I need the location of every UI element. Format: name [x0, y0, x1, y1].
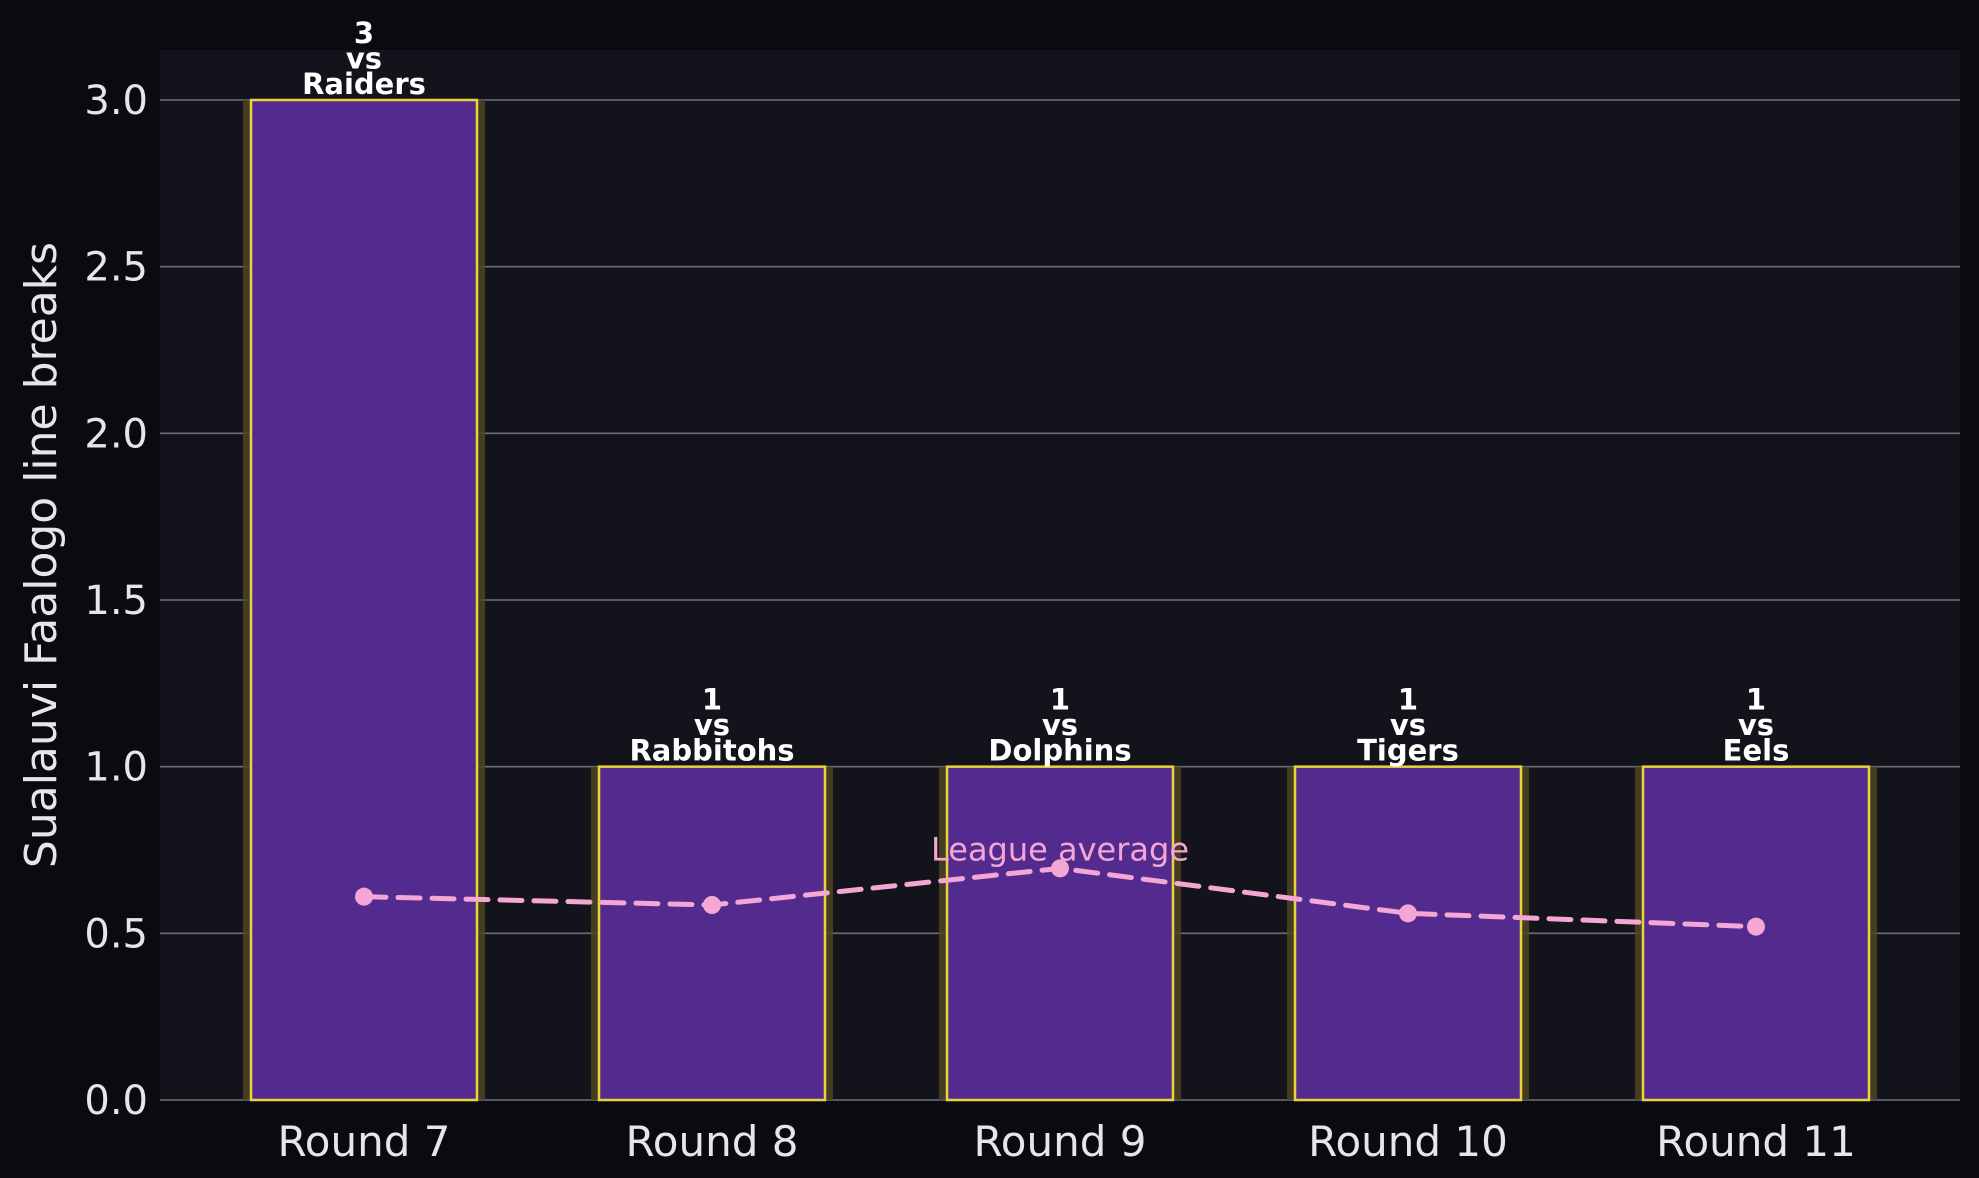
bar-opponent-label: Tigers	[1357, 734, 1459, 768]
league-average-point	[703, 896, 721, 914]
x-tick-label: Round 8	[626, 1117, 799, 1166]
league-average-point	[355, 887, 373, 906]
bar-opponent-label: Dolphins	[988, 734, 1131, 768]
bars	[243, 98, 1877, 1102]
bar-labels: 3vsRaiders1vsRabbitohs1vsDolphins1vsTige…	[302, 16, 1789, 768]
bar	[945, 765, 1175, 1102]
bar-value-label: 1	[1398, 683, 1418, 717]
bar-vs-label: vs	[346, 42, 382, 76]
bar-opponent-label: Raiders	[302, 67, 426, 101]
bar-vs-label: vs	[1738, 708, 1774, 742]
y-tick-label: 3.0	[84, 78, 148, 124]
x-axis-ticks: Round 7 Round 8 Round 9 Round 10 Round 11	[278, 1117, 1856, 1166]
y-axis-ticks: 0.0 0.5 1.0 1.5 2.0 2.5 3.0	[84, 78, 148, 1124]
x-tick-label: Round 7	[278, 1117, 451, 1166]
bar-value-label: 1	[1050, 683, 1070, 717]
league-average-point	[1051, 859, 1069, 878]
y-tick-label: 1.0	[84, 745, 148, 791]
y-tick-label: 2.5	[84, 245, 148, 291]
bar-vs-label: vs	[1042, 708, 1078, 742]
bar-value-label: 1	[1746, 683, 1766, 717]
league-average-series: League average	[355, 830, 1765, 936]
y-tick-label: 0.5	[84, 911, 148, 957]
bar	[249, 98, 479, 1102]
bar-value-label: 3	[354, 16, 374, 50]
league-average-label: League average	[931, 830, 1189, 868]
league-average-point	[1399, 904, 1417, 923]
y-axis-label: Sualauvi Faalogo line breaks	[16, 242, 67, 868]
bar-opponent-label: Rabbitohs	[629, 734, 794, 768]
bar-value-label: 1	[702, 683, 722, 717]
x-tick-label: Round 9	[974, 1117, 1147, 1166]
bar-opponent-label: Eels	[1723, 734, 1790, 768]
x-tick-label: Round 10	[1308, 1117, 1508, 1166]
y-tick-label: 2.0	[84, 411, 148, 457]
league-average-point	[1747, 917, 1765, 936]
bar-vs-label: vs	[694, 708, 730, 742]
bar	[597, 765, 827, 1102]
y-tick-label: 0.0	[84, 1078, 148, 1124]
bar-vs-label: vs	[1390, 708, 1426, 742]
x-tick-label: Round 11	[1656, 1117, 1856, 1166]
y-tick-label: 1.5	[84, 578, 148, 624]
bar	[1293, 765, 1523, 1102]
